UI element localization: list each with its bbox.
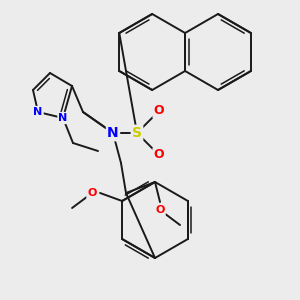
Text: O: O <box>87 188 97 198</box>
Text: N: N <box>33 107 43 117</box>
Text: O: O <box>155 205 165 215</box>
Text: O: O <box>154 104 164 118</box>
Text: N: N <box>58 113 68 123</box>
Text: S: S <box>132 126 142 140</box>
Text: N: N <box>107 126 119 140</box>
Text: O: O <box>154 148 164 161</box>
